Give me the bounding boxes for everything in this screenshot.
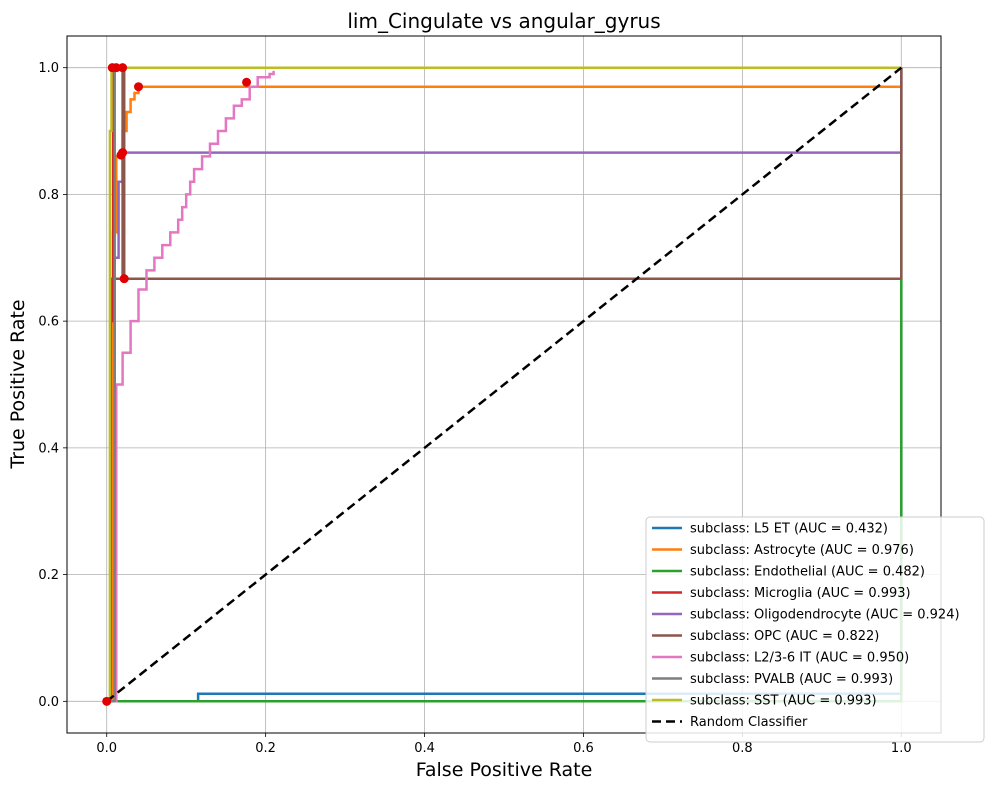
legend-label-7: subclass: PVALB (AUC = 0.993) (690, 672, 893, 687)
x-tick-label: 1.0 (891, 741, 912, 756)
x-tick-label: 0.4 (414, 741, 435, 756)
plot-frame (66, 35, 942, 734)
x-axis-label: False Positive Rate (416, 759, 593, 781)
threshold-marker (111, 63, 121, 73)
threshold-marker (116, 150, 126, 160)
y-axis-label: True Positive Rate (7, 299, 29, 469)
x-tick-label: 0.0 (96, 741, 117, 756)
threshold-marker (118, 63, 128, 73)
x-tick-label: 0.8 (732, 741, 753, 756)
threshold-marker (119, 274, 129, 284)
legend-label-0: subclass: L5 ET (AUC = 0.432) (690, 522, 888, 537)
y-tick-label: 1.0 (38, 61, 59, 76)
x-tick-label: 0.2 (255, 741, 276, 756)
marker-layer (102, 63, 252, 706)
legend-label-3: subclass: Microglia (AUC = 0.993) (690, 586, 911, 601)
series-line-6 (106, 70, 275, 703)
y-tick-label: 0.6 (38, 315, 59, 330)
legend-label-2: subclass: Endothelial (AUC = 0.482) (690, 565, 925, 580)
series-line-9 (105, 66, 903, 703)
x-tick-label: 0.6 (573, 741, 594, 756)
legend-label-1: subclass: Astrocyte (AUC = 0.976) (690, 543, 914, 558)
threshold-marker (134, 82, 144, 92)
y-tick-label: 0.8 (38, 188, 59, 203)
legend-label-6: subclass: L2/3-6 IT (AUC = 0.950) (690, 651, 909, 666)
legend: subclass: L5 ET (AUC = 0.432) subclass: A… (645, 516, 985, 743)
y-tick-label: 0.0 (38, 695, 59, 710)
axis-ticks: 0.0 0.2 0.4 0.6 0.8 1.0 0.0 0.2 0.4 0.6 0.8 1.0 (38, 61, 911, 756)
threshold-marker (102, 696, 112, 706)
y-tick-label: 0.4 (38, 441, 59, 456)
y-tick-label: 0.2 (38, 568, 59, 583)
chart-title: lim_Cingulate vs angular_gyrus (347, 9, 660, 33)
legend-label-4: subclass: Oligodendrocyte (AUC = 0.924) (690, 608, 960, 623)
threshold-marker (242, 77, 252, 87)
legend-label-9: Random Classifier (690, 715, 808, 730)
legend-label-5: subclass: OPC (AUC = 0.822) (690, 629, 879, 644)
legend-box (645, 516, 985, 743)
legend-label-8: subclass: SST (AUC = 0.993) (690, 694, 877, 709)
